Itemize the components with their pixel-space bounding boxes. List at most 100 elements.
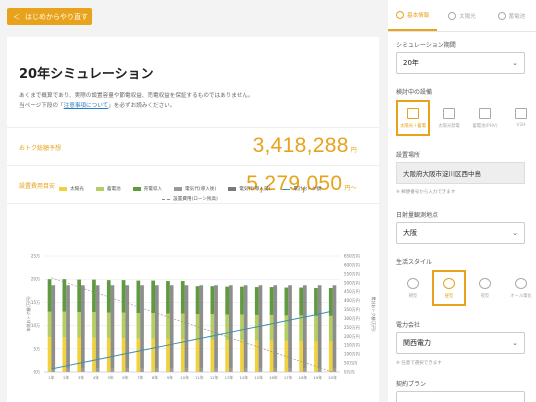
bar-solar: [328, 341, 333, 372]
x-tick-label: 7年: [137, 375, 143, 380]
period-select[interactable]: 20年 ⌄: [396, 52, 525, 74]
bar-elec-before: [258, 285, 263, 369]
bar-elec-before: [229, 285, 233, 369]
bar-solar: [136, 338, 141, 372]
bar-solar: [254, 340, 259, 372]
sunshine-select[interactable]: 大阪 ⌄: [396, 222, 525, 244]
bar-battery: [328, 315, 333, 342]
bar-sale: [210, 286, 215, 314]
tab-battery[interactable]: 蓄電池: [487, 0, 536, 31]
location-input[interactable]: 大阪府大阪市淀川区西中島: [396, 162, 525, 184]
bar-elec-before: [184, 285, 189, 369]
legend-elec-after: 電気代(導入後): [174, 186, 216, 192]
bar-sale: [62, 279, 67, 312]
legend-battery: 蓄電池: [95, 186, 121, 192]
bar-elec-before: [199, 285, 204, 369]
plan-select[interactable]: ⌄: [396, 391, 525, 402]
bar-battery: [240, 314, 244, 340]
bar-sale: [77, 279, 81, 313]
bar-elec-after: [155, 368, 159, 372]
equipment-option-solar[interactable]: 太陽光発電: [432, 100, 466, 136]
x-tick-label: 5年: [107, 375, 113, 380]
bar-sale: [269, 287, 274, 315]
equipment-option-v2h[interactable]: V2H: [504, 100, 536, 136]
bar-elec-before: [288, 285, 292, 369]
legend-elec-before: 電気代(導入前): [228, 186, 270, 192]
bar-battery: [121, 312, 126, 339]
bar-elec-after: [303, 368, 307, 372]
legend-solar: 太陽光: [59, 186, 84, 192]
notes-link[interactable]: 注意事項について: [63, 103, 109, 109]
x-tick-label: 1年: [48, 375, 54, 380]
y-right-tick-label: 50万円: [344, 361, 357, 366]
solar-panel-icon: [443, 107, 455, 119]
bar-solar: [47, 337, 52, 372]
y-right-tick-label: 550万円: [344, 271, 360, 276]
bar-battery: [299, 315, 303, 341]
bar-elec-before: [273, 285, 278, 369]
chevron-left-icon: ＜: [13, 12, 20, 21]
settings-panel: 基本情報 太陽光 蓄電池 シミュレーション期間 20年 ⌄ 検討中の設備 太陽光＋…: [388, 0, 536, 402]
y-right-tick-label: 250万円: [344, 325, 360, 330]
sunrise-icon: [407, 277, 419, 289]
bar-sale: [225, 286, 229, 315]
bar-solar: [151, 338, 155, 372]
bar-battery: [210, 314, 215, 340]
moon-icon: [479, 277, 491, 289]
bar-battery: [166, 313, 170, 340]
y-right-tick-label: 500万円: [344, 280, 360, 285]
legend-loan: 設置費用(ローン残高): [162, 196, 218, 202]
bar-elec-after: [243, 368, 248, 372]
bar-sale: [151, 280, 155, 314]
lifestyle-label: 生活スタイル: [396, 259, 433, 266]
x-tick-label: 10年: [180, 375, 189, 380]
bar-elec-before: [317, 285, 322, 369]
x-tick-label: 9年: [167, 375, 173, 380]
power-company-select[interactable]: 関西電力 ⌄: [396, 332, 525, 354]
bar-elec-before: [214, 285, 218, 369]
tab-basic-info[interactable]: 基本情報: [388, 0, 438, 31]
bar-battery: [225, 314, 229, 340]
lifestyle-option-night[interactable]: 夜型: [468, 270, 502, 306]
bar-sale: [314, 288, 318, 316]
restart-button[interactable]: ＜ はじめからやり直す: [7, 8, 92, 25]
bar-battery: [62, 311, 67, 338]
divider: [7, 127, 379, 128]
line-cumulative: [51, 310, 333, 370]
y-right-tick-label: 350万円: [344, 307, 360, 312]
bar-solar: [121, 338, 126, 372]
bar-sale: [92, 279, 96, 313]
y-right-tick-label: 0万円: [344, 370, 355, 375]
solar-battery-icon: [407, 107, 419, 119]
bar-elec-after: [125, 368, 130, 372]
bar-elec-after: [199, 368, 204, 372]
bar-elec-after: [51, 368, 56, 372]
bar-elec-after: [214, 368, 218, 372]
lifestyle-option-morning[interactable]: 朝型: [396, 270, 430, 306]
bar-elec-after: [66, 368, 70, 372]
equipment-option-battery[interactable]: 蓄電池(PHV): [468, 100, 502, 136]
bar-sale: [47, 279, 52, 312]
plug-icon: [515, 277, 527, 289]
period-label: シミュレーション期間: [396, 42, 456, 49]
equipment-option-solar-battery[interactable]: 太陽光＋蓄電: [396, 100, 430, 136]
x-tick-label: 2年: [63, 375, 69, 380]
legend-sale: 売電収入: [132, 186, 162, 192]
bar-elec-after: [184, 368, 189, 372]
bar-sale: [299, 287, 303, 316]
bar-elec-after: [140, 368, 144, 372]
bar-solar: [180, 339, 185, 372]
bar-elec-before: [155, 285, 159, 369]
x-tick-label: 4年: [93, 375, 99, 380]
chevron-down-icon: ⌄: [512, 398, 518, 402]
lifestyle-option-daytime[interactable]: 昼型: [432, 270, 466, 306]
bar-solar: [269, 340, 274, 372]
bar-elec-before: [95, 285, 100, 369]
x-tick-label: 11年: [195, 375, 204, 380]
location-label: 設置場所: [396, 152, 421, 159]
bar-battery: [284, 315, 289, 341]
bar-sale: [284, 287, 289, 316]
lifestyle-option-all-electric[interactable]: オール電化: [504, 270, 536, 306]
x-tick-label: 13年: [225, 375, 234, 380]
tab-solar[interactable]: 太陽光: [437, 0, 486, 31]
